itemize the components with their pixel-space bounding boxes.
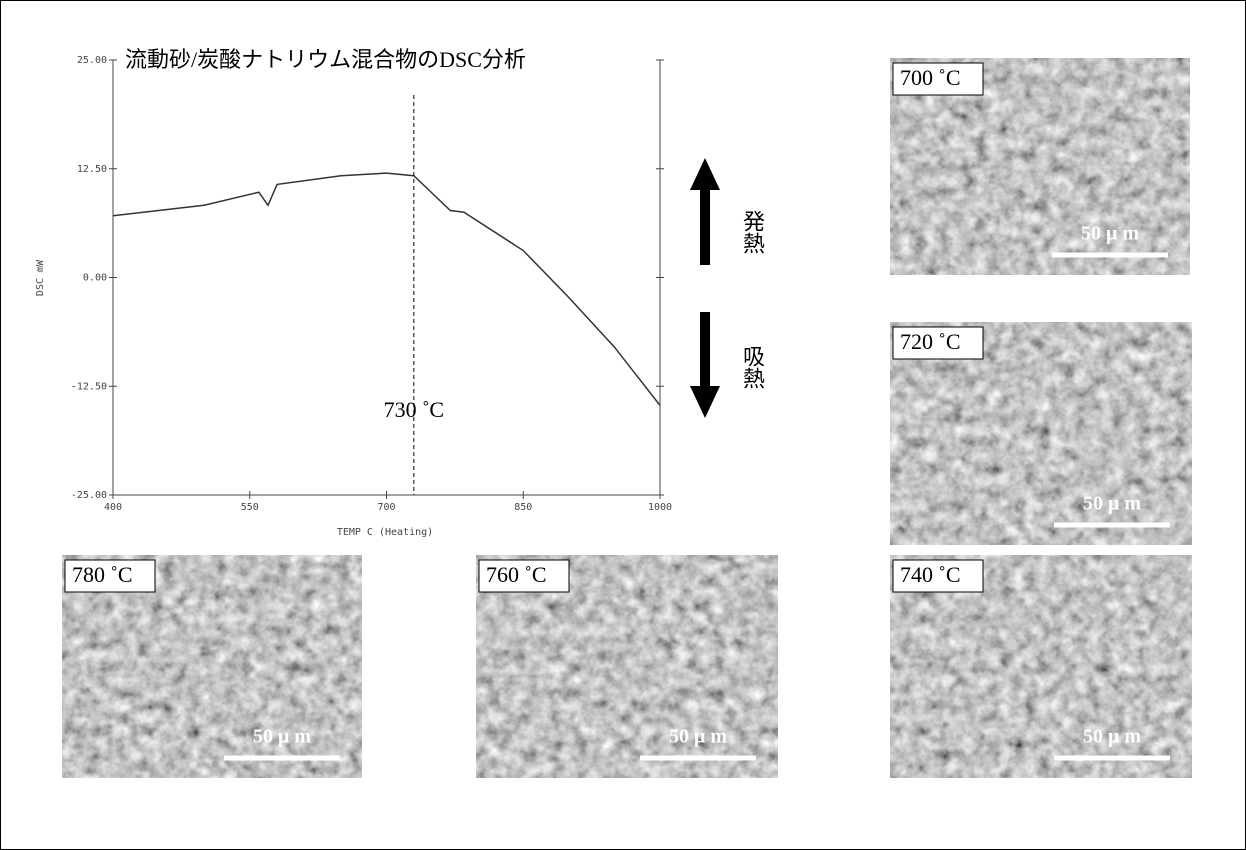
x-tick-label: 700 (377, 502, 395, 513)
x-tick-label: 850 (514, 502, 532, 513)
x-tick-label: 550 (241, 502, 259, 513)
temperature-label: 780 ˚C (72, 562, 133, 587)
endotherm-arrow (690, 312, 720, 418)
scale-label: 50 μ m (669, 726, 727, 748)
temperature-label: 740 ˚C (900, 562, 961, 587)
temperature-label: 760 ˚C (486, 562, 547, 587)
scale-label: 50 μ m (253, 726, 311, 748)
x-tick-label: 1000 (648, 502, 672, 513)
x-tick-label: 400 (104, 502, 122, 513)
y-tick-label: 25.00 (77, 55, 107, 66)
x-axis-label: TEMP C (Heating) (337, 527, 433, 538)
label-box (64, 559, 156, 593)
exotherm-label: 発熱 (740, 210, 765, 254)
endotherm-label: 吸熱 (740, 345, 765, 389)
temperature-label: 720 ˚C (900, 329, 961, 354)
y-tick-label: 12.50 (77, 164, 107, 175)
label-box (892, 559, 984, 593)
chart-title: 流動砂/炭酸ナトリウム混合物のDSC分析 (125, 47, 526, 72)
annotation-text: 730 ˚C (384, 397, 445, 422)
y-tick-label: 0.00 (83, 273, 107, 284)
y-tick-label: -12.50 (71, 381, 107, 392)
label-box (478, 559, 570, 593)
scale-label: 50 μ m (1083, 493, 1141, 515)
y-axis-label: DSC mW (35, 259, 46, 296)
exotherm-arrow (690, 158, 720, 265)
scale-label: 50 μ m (1083, 726, 1141, 748)
y-tick-label: -25.00 (71, 490, 107, 501)
temperature-label: 700 ˚C (900, 65, 961, 90)
label-box (892, 326, 984, 360)
label-box (892, 62, 984, 96)
scale-label: 50 μ m (1081, 223, 1139, 245)
